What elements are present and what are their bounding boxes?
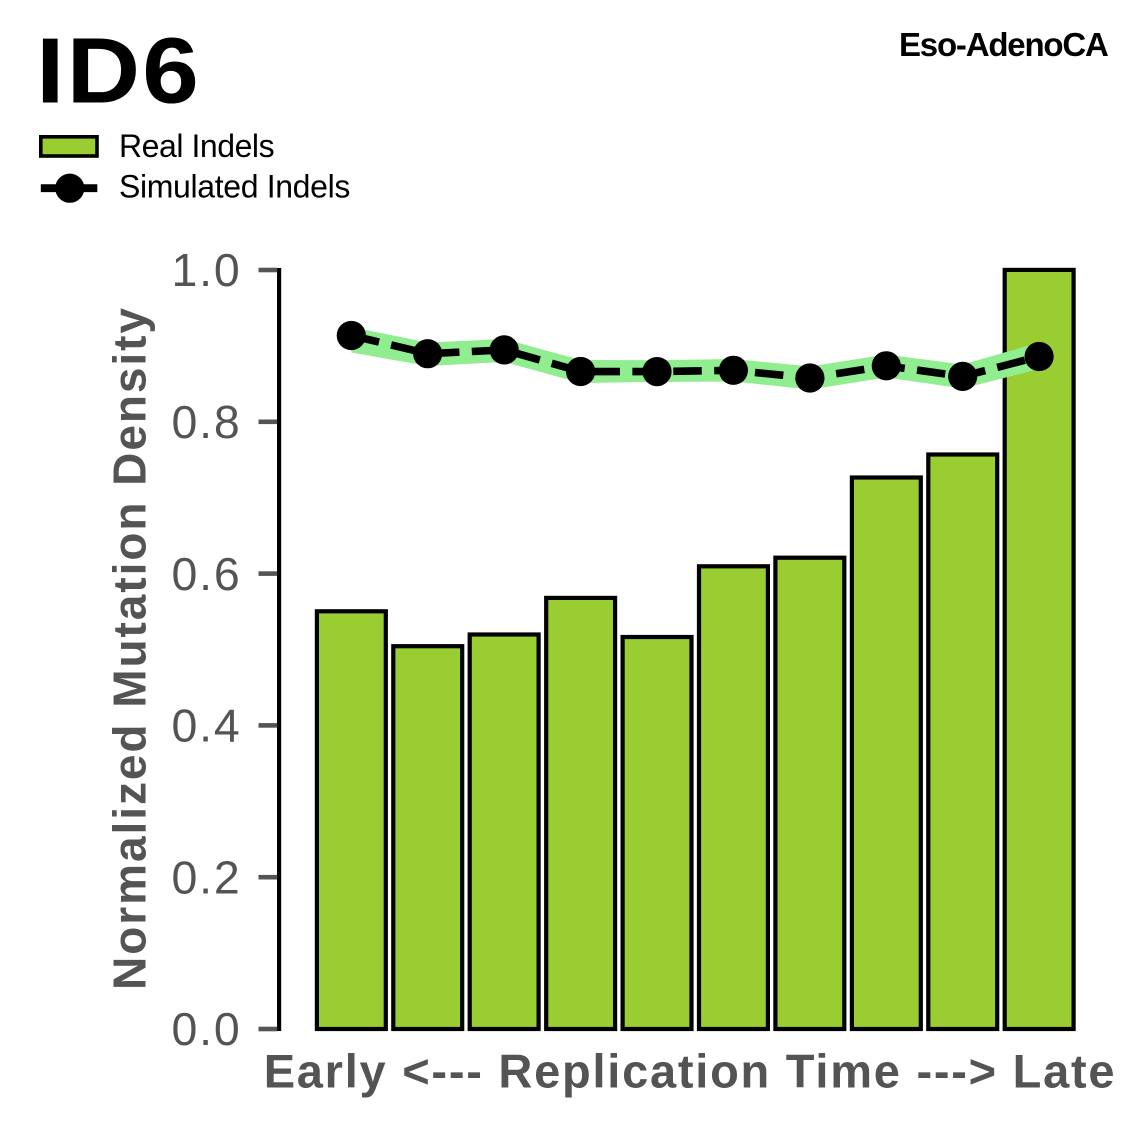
svg-text:ID6: ID6 — [36, 19, 201, 123]
svg-text:0.0: 0.0 — [171, 1003, 241, 1055]
svg-text:0.2: 0.2 — [171, 851, 241, 903]
svg-text:0.4: 0.4 — [171, 700, 241, 752]
svg-text:0.8: 0.8 — [171, 396, 241, 448]
svg-text:Real Indels: Real Indels — [119, 128, 274, 164]
svg-text:0.6: 0.6 — [171, 548, 241, 600]
svg-text:Normalized Mutation Density: Normalized Mutation Density — [103, 306, 155, 990]
svg-text:1.0: 1.0 — [171, 244, 241, 296]
svg-text:Eso-AdenoCA: Eso-AdenoCA — [899, 26, 1108, 63]
svg-text:Early <--- Replication Time --: Early <--- Replication Time ---> Late — [264, 1044, 1117, 1097]
svg-text:Simulated Indels: Simulated Indels — [119, 168, 350, 204]
